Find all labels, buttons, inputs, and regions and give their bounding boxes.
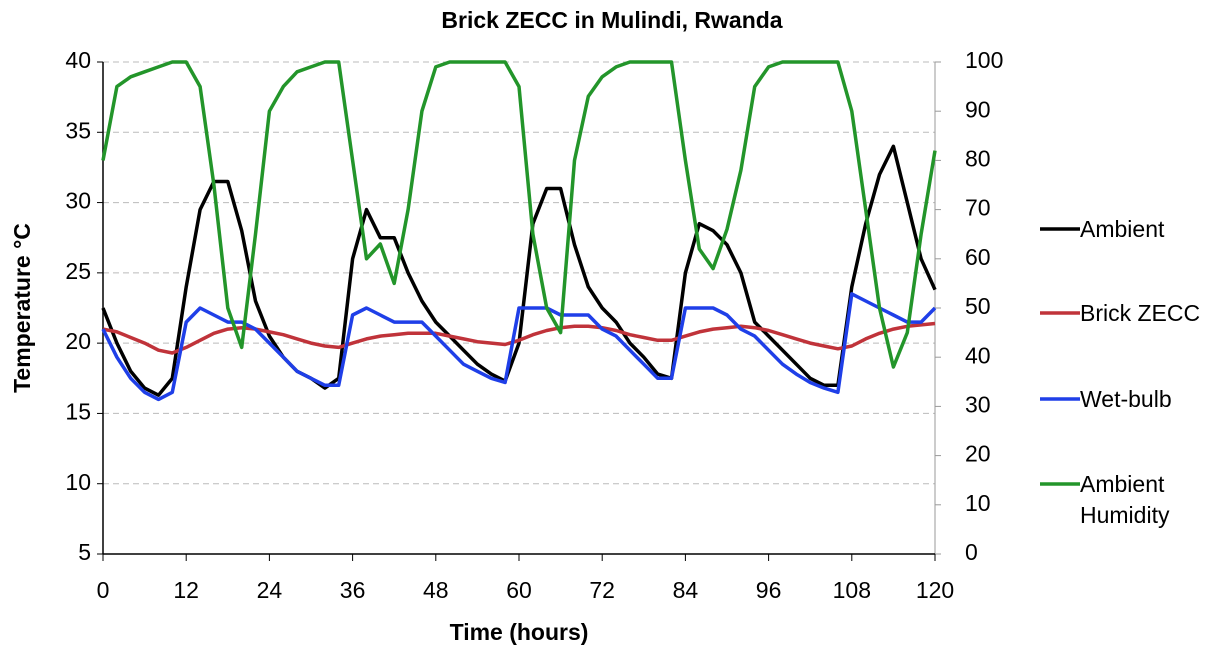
- y2-tick-label: 60: [965, 244, 991, 270]
- legend-label: Brick ZECC: [1080, 300, 1201, 326]
- x-tick-label: 24: [257, 577, 283, 603]
- y-tick-label: 5: [78, 539, 91, 565]
- x-tick-label: 0: [97, 577, 110, 603]
- y-tick-label: 40: [65, 47, 91, 73]
- y-tick-label: 35: [65, 117, 91, 143]
- y-axis-label: Temperature °C: [9, 223, 35, 393]
- x-tick-label: 12: [173, 577, 199, 603]
- y2-tick-label: 40: [965, 342, 991, 368]
- series-line: [102, 321, 936, 355]
- legend-label: Wet-bulb: [1080, 386, 1172, 412]
- series-line: [101, 144, 937, 397]
- series-line: [101, 292, 937, 402]
- x-tick-label: 120: [916, 577, 954, 603]
- x-tick-label: 84: [673, 577, 699, 603]
- x-axis-label: Time (hours): [450, 619, 589, 645]
- chart-title: Brick ZECC in Mulindi, Rwanda: [441, 7, 782, 33]
- y2-tick-label: 100: [965, 47, 1003, 73]
- y2-tick-label: 90: [965, 96, 991, 122]
- x-tick-label: 36: [340, 577, 366, 603]
- y2-tick-label: 50: [965, 293, 991, 319]
- x-tick-label: 48: [423, 577, 449, 603]
- y2-tick-label: 80: [965, 145, 991, 171]
- legend-label: Ambient: [1080, 216, 1165, 242]
- y2-tick-label: 70: [965, 195, 991, 221]
- y2-tick-label: 10: [965, 490, 991, 516]
- y2-tick-label: 20: [965, 441, 991, 467]
- y-tick-label: 25: [65, 258, 91, 284]
- x-tick-label: 96: [756, 577, 782, 603]
- x-tick-label: 72: [589, 577, 615, 603]
- x-tick-label: 60: [506, 577, 532, 603]
- series-line: [101, 60, 937, 369]
- y2-tick-label: 0: [965, 539, 978, 565]
- y2-tick-label: 30: [965, 391, 991, 417]
- y-tick-label: 30: [65, 188, 91, 214]
- y-tick-label: 10: [65, 469, 91, 495]
- x-tick-label: 108: [833, 577, 871, 603]
- y-tick-label: 15: [65, 399, 91, 425]
- y-tick-label: 20: [65, 328, 91, 354]
- legend-label: Ambient Humidity: [1080, 471, 1170, 528]
